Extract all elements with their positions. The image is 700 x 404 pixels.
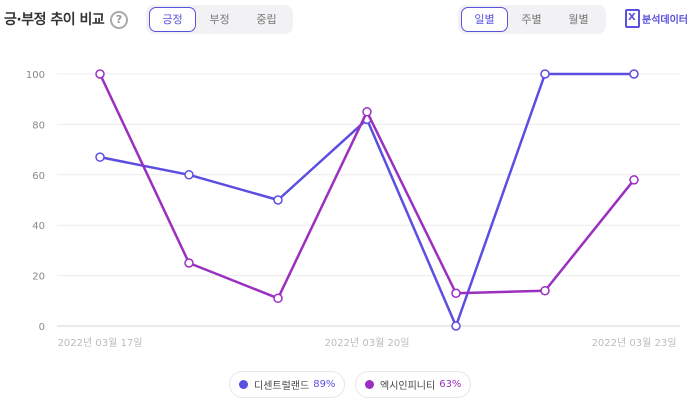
data-point	[451, 288, 461, 298]
tab-negative[interactable]: 부정	[209, 13, 230, 26]
tab-neutral[interactable]: 중립	[256, 13, 277, 26]
x-tick-label: 2022년 03월 20일	[325, 337, 410, 349]
data-point	[273, 293, 283, 304]
data-point	[629, 175, 639, 185]
period-tab-group: 일별 주별 월별	[458, 5, 606, 34]
x-axis-ticks: 2022년 03월 17일 2022년 03월 20일 2022년 03월 23일	[58, 337, 677, 349]
data-point	[95, 152, 105, 162]
y-tick-label: 80	[32, 120, 45, 131]
y-tick-label: 0	[39, 322, 45, 333]
x-tick-label: 2022년 03월 17일	[58, 337, 143, 349]
tab-monthly[interactable]: 월별	[568, 13, 589, 26]
tab-weekly[interactable]: 주별	[521, 13, 542, 26]
y-tick-label: 20	[32, 272, 45, 283]
data-point	[184, 170, 194, 180]
excel-icon	[625, 9, 640, 28]
data-point	[629, 69, 639, 79]
help-icon[interactable]: ?	[110, 11, 128, 29]
tab-positive[interactable]: 긍정	[149, 7, 196, 32]
y-tick-label: 60	[32, 171, 45, 182]
legend-label-series-1: 디센트럴랜드	[254, 381, 310, 392]
legend-item-series-1[interactable]: 디센트럴랜드 89%	[229, 371, 346, 398]
data-point	[451, 321, 461, 331]
data-point	[95, 69, 105, 79]
legend-item-series-2[interactable]: 엑시인피니티 63%	[355, 371, 472, 398]
data-point	[362, 107, 372, 117]
export-data-button[interactable]: 분석데이터	[625, 9, 688, 28]
data-point	[540, 69, 550, 79]
data-point	[273, 195, 283, 205]
legend-percent-series-1: 89%	[313, 379, 336, 390]
tab-daily[interactable]: 일별	[461, 7, 508, 32]
y-tick-label: 100	[26, 70, 45, 81]
legend-label-series-2: 엑시인피니티	[380, 381, 436, 392]
series-lines	[95, 69, 639, 331]
y-axis-ticks: 0 20 40 60 80 100	[26, 70, 45, 333]
chart-title: 긍·부정 추이 비교	[4, 12, 105, 28]
gridlines	[57, 73, 680, 327]
legend-percent-series-2: 63%	[439, 379, 462, 390]
x-tick-label: 2022년 03월 23일	[592, 337, 677, 349]
data-point	[184, 258, 194, 268]
y-tick-label: 40	[32, 221, 45, 232]
data-point	[540, 285, 550, 296]
legend-dot-series-2	[365, 380, 374, 389]
legend-dot-series-1	[239, 380, 248, 389]
export-label: 분석데이터	[642, 15, 688, 26]
sentiment-tab-group: 긍정 부정 중립	[146, 5, 293, 34]
